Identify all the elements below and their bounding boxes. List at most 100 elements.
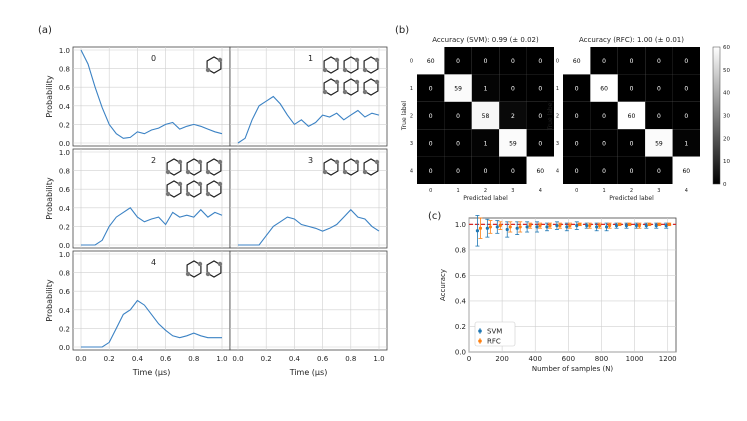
x-tick-label: 1 bbox=[603, 188, 606, 194]
legend-label: RFC bbox=[487, 338, 501, 346]
data-point bbox=[634, 224, 639, 228]
y-axis-label: True label bbox=[401, 101, 408, 131]
matrix-value: 0 bbox=[429, 86, 433, 93]
matrix-value: 60 bbox=[573, 58, 581, 65]
matrix-cell bbox=[672, 156, 700, 184]
x-axis-label: Predicted label bbox=[463, 195, 508, 202]
panel-label-a: (a) bbox=[38, 25, 52, 36]
y-tick-label: 0.8 bbox=[59, 270, 70, 278]
series-RFC bbox=[478, 217, 672, 239]
x-tick-label: 2 bbox=[484, 188, 487, 194]
data-point bbox=[657, 222, 661, 226]
matrix-value: 60 bbox=[600, 86, 608, 93]
subplot-4: 4 0.0 0.2 0.4 0.6 0.8 1.0 Probability 0.0 0.2 0.4 0… bbox=[45, 250, 231, 377]
matrix-value: 0 bbox=[630, 86, 634, 93]
y-tick-label: 0.8 bbox=[59, 168, 70, 176]
matrix-value: 59 bbox=[655, 140, 663, 147]
matrix-value: 0 bbox=[657, 86, 661, 93]
matrix-cell bbox=[590, 129, 618, 157]
y-tick-label: 1 bbox=[556, 86, 559, 92]
matrix-cell bbox=[471, 47, 500, 75]
atom-icon bbox=[165, 169, 171, 175]
colorbar-tick-label: 40 bbox=[723, 91, 730, 97]
colorbar-tick-label: 60 bbox=[723, 45, 730, 51]
y-axis-label: True label bbox=[547, 101, 554, 131]
matrix-value: 0 bbox=[511, 168, 515, 175]
x-tick-label: 400 bbox=[529, 355, 542, 363]
data-point bbox=[545, 225, 549, 229]
y-tick-label: 0.2 bbox=[59, 223, 70, 231]
subplot-1: 1 bbox=[229, 46, 388, 147]
confusion-matrix-0: Accuracy (SVM): 0.99 (± 0.02) 60 0 0 0 0 0 59 1 0… bbox=[401, 36, 554, 202]
atom-icon bbox=[197, 261, 203, 267]
matrix-cell bbox=[672, 129, 700, 157]
matrix-cell bbox=[672, 101, 700, 130]
y-tick-label: 0.2 bbox=[455, 323, 466, 331]
matrix-value: 1 bbox=[484, 86, 488, 93]
y-tick-label: 1.0 bbox=[59, 149, 70, 157]
x-tick-label: 3 bbox=[657, 188, 660, 194]
matrix-cell bbox=[499, 129, 527, 157]
x-tick-label: 0.8 bbox=[188, 355, 199, 363]
x-tick-label: 0 bbox=[429, 188, 432, 194]
atom-icon bbox=[177, 181, 183, 187]
x-tick-label: 0.2 bbox=[261, 355, 272, 363]
matrix-value: 0 bbox=[575, 113, 579, 120]
probability-line-2 bbox=[81, 207, 223, 246]
matrix-cell bbox=[499, 47, 527, 75]
matrix-cell bbox=[417, 47, 445, 75]
matrix-cell bbox=[499, 101, 527, 130]
y-tick-label: 0.4 bbox=[59, 307, 71, 315]
probability-line-4 bbox=[81, 299, 222, 348]
x-axis-label: Time (μs) bbox=[289, 368, 328, 377]
subplot-3: 3 bbox=[229, 148, 388, 249]
x-tick-label: 0.8 bbox=[345, 355, 356, 363]
x-tick-label: 0.4 bbox=[132, 355, 144, 363]
matrix-title: Accuracy (SVM): 0.99 (± 0.02) bbox=[432, 36, 539, 44]
y-tick-label: 0.2 bbox=[59, 121, 70, 129]
data-point bbox=[498, 224, 502, 228]
atom-icon bbox=[197, 181, 203, 187]
matrix-cell bbox=[590, 47, 618, 75]
atom-icon bbox=[362, 67, 368, 73]
data-point bbox=[495, 225, 499, 229]
data-point bbox=[558, 224, 562, 228]
data-point bbox=[585, 224, 589, 228]
data-point bbox=[667, 222, 671, 226]
matrix-value: 0 bbox=[429, 168, 433, 175]
data-point bbox=[565, 225, 569, 229]
data-point bbox=[617, 222, 622, 226]
matrix-value: 1 bbox=[684, 140, 688, 147]
matrix-cell bbox=[444, 156, 472, 184]
matrix-cell bbox=[417, 101, 445, 130]
matrix-value: 0 bbox=[657, 168, 661, 175]
matrix-cell bbox=[444, 47, 472, 75]
y-tick-label: 0 bbox=[556, 59, 559, 65]
x-axis-label: Time (μs) bbox=[132, 368, 171, 377]
atom-icon bbox=[217, 261, 223, 267]
subplot-label-2: 2 bbox=[151, 156, 156, 165]
matrix-value: 60 bbox=[682, 168, 690, 175]
matrix-cell bbox=[563, 74, 591, 102]
matrix-cell bbox=[590, 101, 618, 130]
subplot-frame bbox=[72, 148, 231, 249]
y-tick-label: 4 bbox=[410, 168, 413, 174]
x-axis-label: Number of samples (N) bbox=[532, 365, 614, 373]
atom-icon bbox=[217, 159, 223, 165]
y-tick-label: 0.8 bbox=[455, 246, 466, 254]
data-point bbox=[508, 225, 512, 229]
matrix-cell bbox=[617, 156, 646, 184]
atom-icon bbox=[374, 159, 380, 165]
matrix-value: 59 bbox=[509, 140, 517, 147]
subplot-frame bbox=[229, 46, 388, 147]
data-point bbox=[614, 224, 619, 228]
panel-a-subplots: 00.00.20.40.60.81.0Probability120.00.20.… bbox=[45, 46, 388, 377]
y-tick-label: 0.6 bbox=[59, 288, 71, 296]
y-axis-label: Probability bbox=[45, 177, 54, 220]
atom-icon bbox=[342, 89, 348, 95]
colorbar-tick-label: 0 bbox=[723, 182, 727, 188]
matrix-value: 0 bbox=[429, 113, 433, 120]
matrix-cell bbox=[526, 74, 554, 102]
matrix-cell bbox=[563, 47, 591, 75]
matrix-title: Accuracy (RFC): 1.00 (± 0.01) bbox=[579, 36, 684, 44]
